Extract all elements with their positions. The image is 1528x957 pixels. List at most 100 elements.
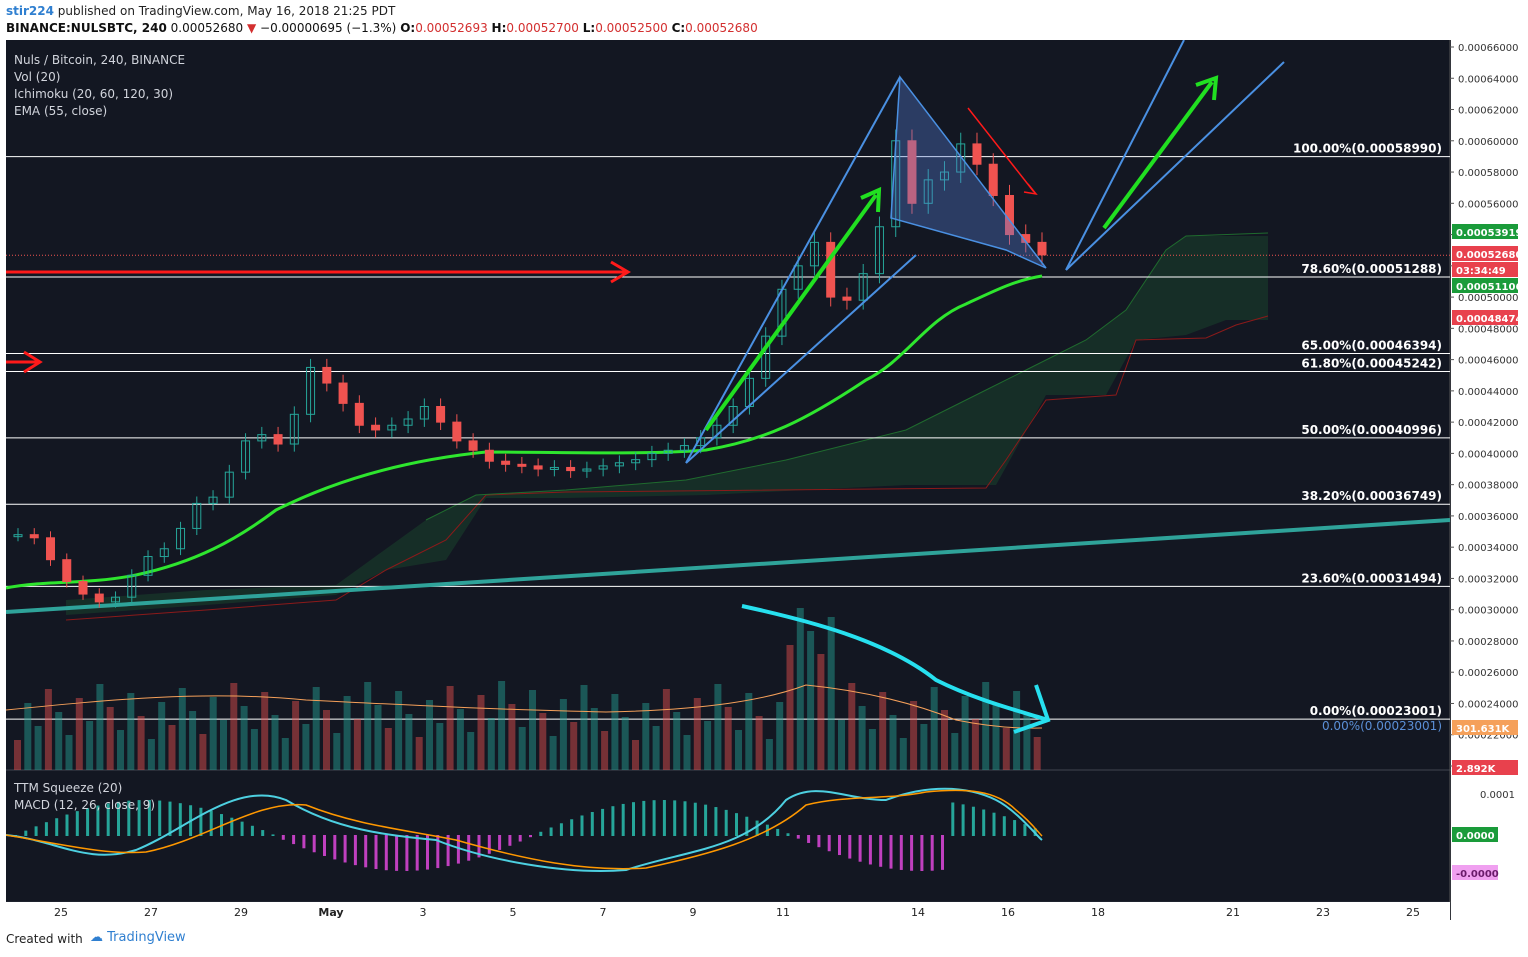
- candle-body: [62, 559, 72, 583]
- price-chart[interactable]: 0.00066000 0.00064000 0.00062000 0.00060000…: [5, 39, 1522, 920]
- price-tag-box: [1452, 246, 1518, 261]
- macd-bar: [838, 835, 841, 856]
- candle-body: [29, 534, 39, 539]
- legend-vol[interactable]: Vol (20): [14, 70, 61, 84]
- volume-bar: [117, 730, 124, 770]
- low-value: 0.00052500: [595, 21, 668, 35]
- macd-bar: [632, 802, 635, 836]
- author-link[interactable]: stir224: [6, 4, 54, 18]
- legend-ema[interactable]: EMA (55, close): [14, 104, 108, 118]
- candle-body: [842, 296, 852, 301]
- projection-lower-line: [1065, 61, 1285, 271]
- candle-body: [598, 465, 608, 470]
- volume-bar: [415, 737, 423, 770]
- macd-bar: [868, 835, 872, 865]
- macd-tag-box: [1452, 865, 1498, 880]
- candle-body: [322, 366, 332, 384]
- x-tick-label: 7: [600, 906, 607, 919]
- price-tag-label: 0.00052680: [1456, 250, 1520, 261]
- x-tick-label: 5: [510, 906, 517, 919]
- volume-bar: [168, 725, 176, 770]
- macd-bar: [333, 835, 337, 860]
- green-arrow-head-left: [860, 186, 882, 213]
- volume-bar: [889, 715, 897, 770]
- chart-area[interactable]: 0.00066000 0.00064000 0.00062000 0.00060000…: [5, 39, 1522, 920]
- y-tick-label: 0.00060000: [1458, 137, 1518, 148]
- price-tag-box: [1452, 760, 1518, 775]
- green-arrow-up-left: [704, 193, 878, 432]
- macd-bar: [673, 800, 677, 836]
- price-tag-box: [1452, 310, 1518, 325]
- ohlc-line: BINANCE:NULSBTC, 240 0.00052680 ▼ −0.000…: [6, 21, 758, 35]
- tradingview-logo-link[interactable]: ☁ TradingView: [90, 930, 186, 945]
- y-tick-label: 0.00034000: [1458, 543, 1518, 554]
- volume-bar: [75, 698, 83, 770]
- volume-bar: [714, 684, 722, 770]
- volume-bar: [271, 715, 279, 770]
- volume-bar: [96, 684, 104, 770]
- volume-bar: [559, 699, 567, 770]
- legend-macd[interactable]: MACD (12, 26, close, 9): [14, 798, 156, 812]
- macd-bar: [755, 820, 759, 836]
- ichimoku-cloud: [66, 236, 1268, 615]
- candle-body: [371, 424, 381, 431]
- volume-bar: [343, 696, 351, 770]
- macd-bar: [559, 823, 563, 836]
- volume-ma-line: [5, 684, 1043, 729]
- volume-bar: [395, 691, 403, 770]
- macd-bar: [827, 835, 831, 852]
- volume-bar: [899, 738, 907, 770]
- open-label: O:: [400, 21, 416, 35]
- candle-body: [501, 460, 511, 465]
- candle-body: [533, 465, 543, 470]
- volume-bar: [477, 695, 485, 770]
- low-label: L:: [582, 21, 596, 35]
- volume-bar: [127, 693, 135, 770]
- volume-bar: [230, 683, 238, 770]
- volume-bar: [992, 705, 1000, 770]
- x-tick-label: 18: [1091, 906, 1105, 919]
- y-tick-label: 0.00036000: [1458, 512, 1518, 523]
- fib-level-label: 78.60%(0.00051288): [1301, 262, 1442, 276]
- legend-title: Nuls / Bitcoin, 240, BINANCE: [14, 53, 186, 67]
- macd-tag-box: [1452, 827, 1498, 842]
- macd-bar: [395, 835, 399, 871]
- y-tick-label: 0.00046000: [1458, 356, 1518, 367]
- legend-ichimoku[interactable]: Ichimoku (20, 60, 120, 30): [14, 87, 174, 101]
- macd-bar: [230, 817, 234, 836]
- volume-bar: [652, 726, 660, 770]
- volume-bar: [467, 732, 475, 770]
- candle-body: [159, 548, 169, 558]
- volume-bar: [302, 724, 310, 770]
- wedge-shaded-pattern: [890, 74, 1047, 269]
- macd-bar: [446, 835, 450, 867]
- volume-bar: [662, 689, 670, 770]
- y-tick-label: 0.00032000: [1458, 574, 1518, 585]
- candle-body: [176, 527, 186, 550]
- candle-body: [858, 273, 868, 301]
- macd-bar: [353, 835, 357, 866]
- volume-bar: [34, 726, 42, 770]
- macd-bar: [199, 807, 203, 836]
- x-tick-label: 16: [1001, 906, 1015, 919]
- volume-bar: [24, 703, 32, 770]
- indicator-legend: Nuls / Bitcoin, 240, BINANCE Vol (20) Ic…: [14, 52, 185, 120]
- macd-bar: [796, 835, 800, 839]
- macd-bar: [137, 800, 141, 836]
- fib-level-label: 23.60%(0.00031494): [1301, 571, 1442, 585]
- legend-ttm[interactable]: TTM Squeeze (20): [14, 781, 123, 795]
- y-tick-label: 0.00056000: [1458, 199, 1518, 210]
- macd-bar: [611, 806, 615, 836]
- volume-bar: [158, 702, 166, 770]
- x-tick-label: May: [318, 906, 343, 919]
- fib-zero-blue-label: 0.00%(0.00023001): [1322, 719, 1442, 733]
- candle-body: [988, 163, 998, 196]
- macd-bar: [168, 801, 172, 836]
- y-tick-label: 0.00022000: [1458, 731, 1518, 742]
- candle-body: [826, 241, 836, 298]
- volume-bar: [498, 681, 506, 770]
- candle-body: [679, 445, 689, 451]
- y-tick-label: 0.00040000: [1458, 449, 1518, 460]
- volume-bar: [590, 708, 598, 770]
- macd-tag-label: 0.0000: [1456, 831, 1495, 842]
